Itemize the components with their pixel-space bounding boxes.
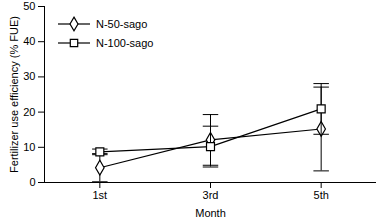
svg-text:1st: 1st xyxy=(92,189,107,201)
svg-text:3rd: 3rd xyxy=(203,189,219,201)
svg-text:40: 40 xyxy=(23,35,35,47)
svg-text:0: 0 xyxy=(29,176,35,188)
svg-text:50: 50 xyxy=(23,0,35,12)
svg-text:30: 30 xyxy=(23,70,35,82)
svg-text:20: 20 xyxy=(23,106,35,118)
svg-text:Month: Month xyxy=(195,207,226,219)
svg-text:N-100-sago: N-100-sago xyxy=(96,37,153,49)
svg-text:10: 10 xyxy=(23,141,35,153)
svg-text:5th: 5th xyxy=(314,189,329,201)
svg-text:N-50-sago: N-50-sago xyxy=(96,18,147,30)
svg-text:Fertilizer use efficiency (% F: Fertilizer use efficiency (% FUE) xyxy=(8,16,20,173)
